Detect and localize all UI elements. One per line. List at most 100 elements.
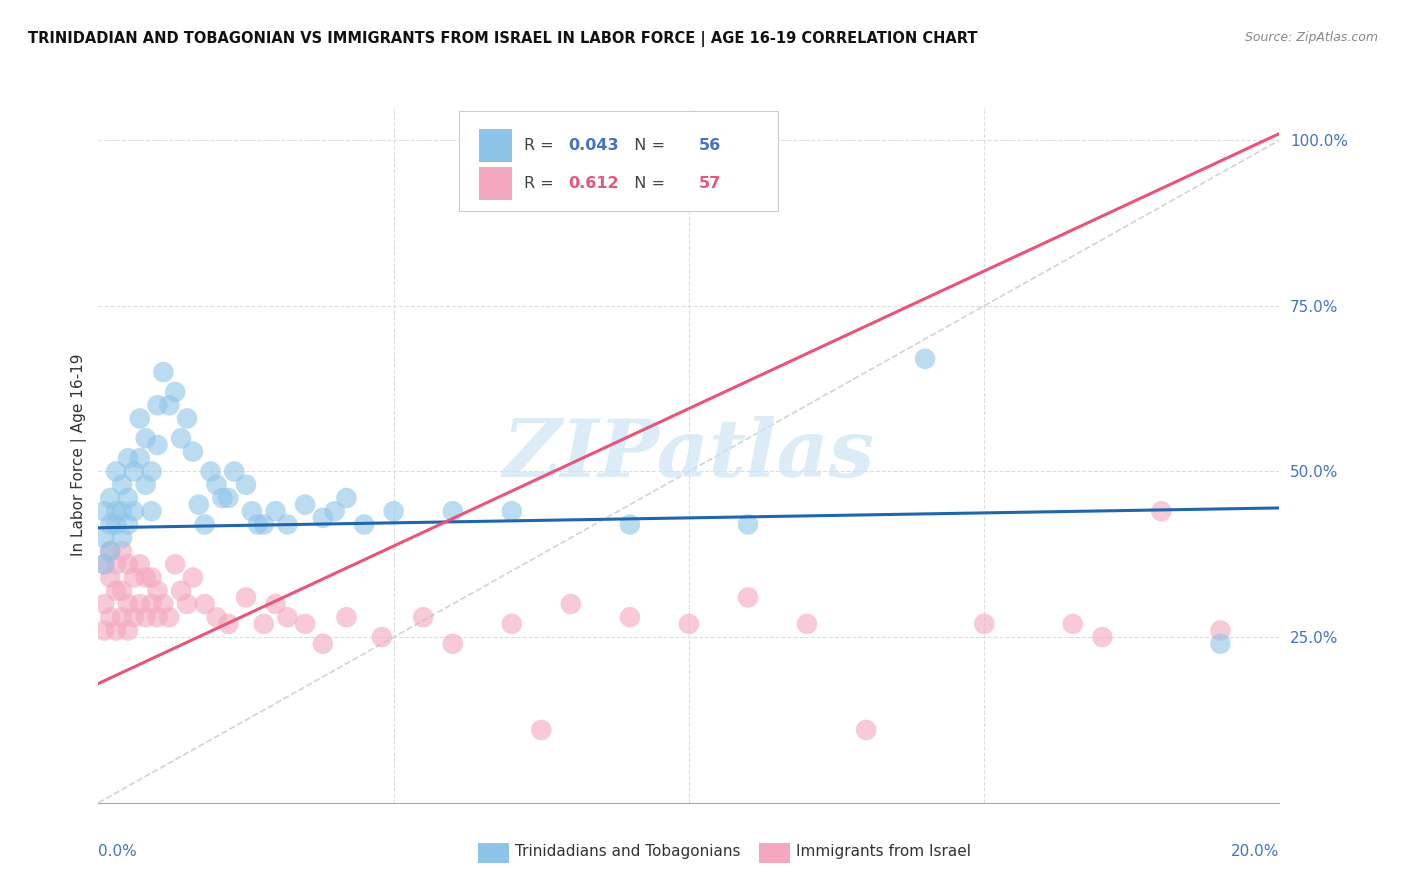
Point [98, 570, 121, 584]
Point [412, 610, 434, 624]
Point [737, 591, 759, 605]
Point [382, 504, 405, 518]
Point [914, 351, 936, 366]
Point [117, 558, 139, 572]
Point [111, 583, 134, 598]
Point [441, 504, 464, 518]
Point [146, 610, 169, 624]
Point [235, 591, 257, 605]
Point [105, 583, 128, 598]
Point [135, 570, 157, 584]
Point [1209, 624, 1232, 638]
Point [253, 517, 276, 532]
Point [855, 723, 877, 737]
Point [105, 624, 128, 638]
Point [235, 477, 257, 491]
Point [312, 637, 335, 651]
Point [246, 517, 269, 532]
Point [135, 431, 157, 445]
Point [560, 597, 582, 611]
FancyBboxPatch shape [478, 167, 512, 201]
Point [98, 491, 121, 505]
Point [117, 491, 139, 505]
Point [276, 610, 298, 624]
Point [165, 558, 187, 572]
Point [141, 504, 163, 518]
Point [619, 610, 641, 624]
Text: Trinidadians and Tobagonians: Trinidadians and Tobagonians [515, 845, 740, 859]
Point [93, 558, 115, 572]
Point [294, 616, 316, 631]
Point [141, 465, 163, 479]
Point [217, 616, 239, 631]
Point [165, 384, 187, 399]
Point [194, 517, 217, 532]
Point [98, 610, 121, 624]
Point [323, 504, 346, 518]
Point [240, 504, 263, 518]
Point [264, 597, 287, 611]
Point [122, 504, 145, 518]
Point [176, 411, 198, 425]
Point [170, 583, 193, 598]
Point [181, 444, 204, 458]
Point [973, 616, 995, 631]
Point [335, 491, 357, 505]
Point [146, 398, 169, 412]
Point [501, 616, 523, 631]
Point [441, 637, 464, 651]
FancyBboxPatch shape [478, 128, 512, 162]
Point [93, 624, 115, 638]
Point [205, 610, 228, 624]
Point [205, 477, 228, 491]
Point [122, 570, 145, 584]
Point [146, 438, 169, 452]
Point [111, 544, 134, 558]
Point [224, 465, 246, 479]
Point [128, 558, 150, 572]
Text: 56: 56 [699, 137, 721, 153]
Point [105, 558, 128, 572]
Point [111, 610, 134, 624]
Point [335, 610, 357, 624]
Point [371, 630, 394, 644]
Point [122, 465, 145, 479]
Text: N =: N = [624, 176, 671, 191]
Text: 0.043: 0.043 [568, 137, 619, 153]
Point [1091, 630, 1114, 644]
Point [152, 597, 174, 611]
FancyBboxPatch shape [458, 111, 778, 211]
Point [737, 517, 759, 532]
Point [141, 570, 163, 584]
Point [253, 616, 276, 631]
Point [135, 610, 157, 624]
Point [530, 723, 553, 737]
Point [93, 531, 115, 545]
Point [122, 610, 145, 624]
Point [1209, 637, 1232, 651]
Text: TRINIDADIAN AND TOBAGONIAN VS IMMIGRANTS FROM ISRAEL IN LABOR FORCE | AGE 16-19 : TRINIDADIAN AND TOBAGONIAN VS IMMIGRANTS… [28, 31, 977, 47]
Text: R =: R = [523, 176, 564, 191]
Point [353, 517, 375, 532]
Point [93, 558, 115, 572]
Point [194, 597, 217, 611]
Point [619, 517, 641, 532]
Point [146, 583, 169, 598]
Point [152, 365, 174, 379]
Point [93, 597, 115, 611]
Point [135, 477, 157, 491]
Point [678, 616, 700, 631]
Point [157, 610, 180, 624]
Y-axis label: In Labor Force | Age 16-19: In Labor Force | Age 16-19 [72, 353, 87, 557]
Point [1150, 504, 1173, 518]
Point [111, 531, 134, 545]
Point [170, 431, 193, 445]
Point [276, 517, 298, 532]
Text: R =: R = [523, 137, 558, 153]
Point [181, 570, 204, 584]
Text: N =: N = [624, 137, 671, 153]
Point [200, 465, 222, 479]
Text: 57: 57 [699, 176, 721, 191]
Point [128, 411, 150, 425]
Point [98, 517, 121, 532]
